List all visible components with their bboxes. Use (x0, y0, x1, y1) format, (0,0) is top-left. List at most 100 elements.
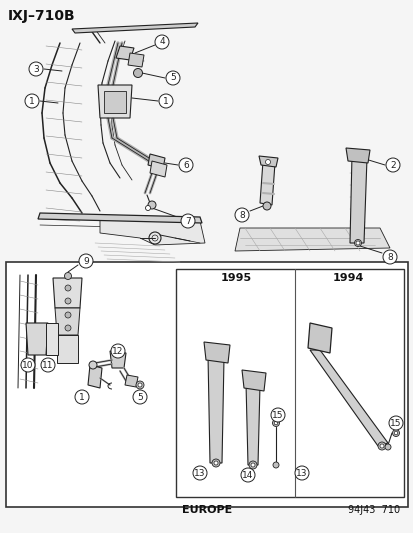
Text: 8: 8 (386, 253, 392, 262)
Polygon shape (235, 228, 389, 251)
Polygon shape (242, 370, 266, 391)
Polygon shape (150, 161, 166, 177)
Text: 1995: 1995 (220, 273, 251, 283)
Circle shape (111, 344, 125, 358)
Bar (104, 91, 126, 113)
Circle shape (385, 158, 399, 172)
Circle shape (382, 250, 396, 264)
Circle shape (377, 442, 385, 450)
Circle shape (248, 461, 256, 469)
Circle shape (211, 459, 219, 467)
Text: 94J43  710: 94J43 710 (347, 505, 399, 515)
Polygon shape (38, 213, 202, 223)
Text: 6: 6 (183, 160, 188, 169)
Polygon shape (72, 23, 197, 33)
Circle shape (79, 254, 93, 268)
Circle shape (154, 35, 169, 49)
Text: 15: 15 (272, 410, 283, 419)
Circle shape (65, 312, 71, 318)
Polygon shape (116, 46, 134, 60)
Text: 15: 15 (389, 418, 401, 427)
Circle shape (65, 298, 71, 304)
Text: 13: 13 (296, 469, 307, 478)
Circle shape (29, 62, 43, 76)
Polygon shape (88, 365, 102, 388)
Text: 13: 13 (194, 469, 205, 478)
Circle shape (21, 358, 35, 372)
Text: 14: 14 (242, 471, 253, 480)
Polygon shape (55, 308, 80, 335)
Circle shape (272, 419, 279, 426)
Polygon shape (98, 85, 132, 118)
Circle shape (294, 466, 308, 480)
Circle shape (271, 408, 284, 422)
Text: 9: 9 (83, 256, 89, 265)
Circle shape (192, 466, 206, 480)
Polygon shape (100, 218, 204, 245)
Text: 12: 12 (112, 346, 123, 356)
Circle shape (133, 390, 147, 404)
Text: 1: 1 (163, 96, 169, 106)
Bar (176, 269, 403, 497)
Circle shape (41, 358, 55, 372)
Circle shape (65, 285, 71, 291)
Circle shape (145, 206, 150, 211)
Text: 8: 8 (239, 211, 244, 220)
Text: 1994: 1994 (332, 273, 363, 283)
Text: 1: 1 (79, 392, 85, 401)
Text: 7: 7 (185, 216, 190, 225)
Circle shape (273, 421, 277, 425)
Text: 4: 4 (159, 37, 164, 46)
Text: EUROPE: EUROPE (181, 505, 232, 515)
Circle shape (272, 462, 278, 468)
Circle shape (214, 461, 218, 465)
Circle shape (178, 158, 192, 172)
Text: 5: 5 (170, 74, 176, 83)
Polygon shape (259, 156, 277, 167)
Circle shape (166, 71, 180, 85)
Circle shape (147, 201, 156, 209)
Circle shape (89, 361, 97, 369)
Circle shape (393, 431, 397, 435)
Text: 3: 3 (33, 64, 39, 74)
Polygon shape (309, 350, 387, 446)
Text: 10: 10 (22, 360, 34, 369)
Polygon shape (110, 351, 126, 368)
Polygon shape (204, 342, 230, 363)
Circle shape (133, 69, 142, 77)
Polygon shape (147, 154, 165, 169)
Circle shape (388, 416, 402, 430)
Text: 2: 2 (389, 160, 395, 169)
Circle shape (25, 94, 39, 108)
Circle shape (384, 444, 390, 450)
Polygon shape (57, 335, 78, 363)
Polygon shape (53, 278, 82, 308)
Circle shape (138, 383, 142, 387)
Circle shape (240, 468, 254, 482)
Circle shape (392, 430, 399, 437)
Circle shape (75, 390, 89, 404)
Polygon shape (26, 323, 48, 355)
Text: 1: 1 (29, 96, 35, 106)
Circle shape (250, 463, 254, 467)
Text: IXJ–710B: IXJ–710B (8, 9, 76, 23)
Polygon shape (125, 375, 138, 387)
Circle shape (379, 444, 383, 448)
Polygon shape (128, 53, 144, 67)
Circle shape (355, 241, 359, 245)
Text: 5: 5 (137, 392, 142, 401)
Circle shape (180, 214, 195, 228)
Circle shape (65, 325, 71, 331)
Circle shape (265, 159, 270, 165)
Circle shape (159, 94, 173, 108)
Circle shape (262, 202, 271, 210)
Polygon shape (46, 323, 58, 355)
Text: 11: 11 (42, 360, 54, 369)
Circle shape (136, 381, 144, 389)
Circle shape (64, 272, 71, 279)
Circle shape (354, 239, 361, 246)
Polygon shape (349, 155, 366, 243)
Circle shape (235, 208, 248, 222)
Polygon shape (207, 355, 223, 463)
Polygon shape (259, 161, 274, 205)
